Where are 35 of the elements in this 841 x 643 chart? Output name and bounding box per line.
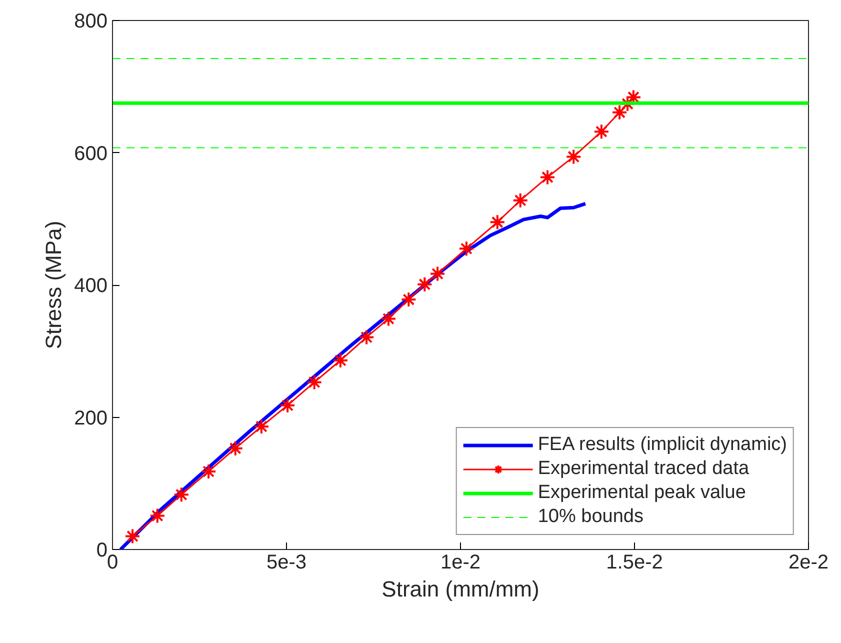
x-tick-label: 1e-2 — [440, 552, 481, 574]
point — [227, 440, 244, 456]
point — [566, 148, 582, 165]
legend-label: FEA results (implicit dynamic) — [538, 434, 787, 456]
point — [430, 266, 446, 282]
point — [612, 104, 628, 120]
y-tick-label: 800 — [74, 10, 108, 32]
legend-label: 10% bounds — [538, 506, 644, 528]
legend-label: Experimental traced data — [538, 458, 750, 480]
point — [489, 214, 506, 230]
point — [593, 124, 610, 140]
point — [332, 352, 348, 368]
y-tick-label: 600 — [74, 142, 108, 165]
point — [253, 418, 270, 435]
point — [512, 192, 528, 208]
x-tick-label: 1.5e-2 — [606, 552, 663, 574]
point — [173, 486, 190, 503]
point — [358, 329, 375, 346]
point — [458, 240, 474, 257]
point — [280, 397, 296, 414]
point — [400, 292, 417, 308]
legend-label: Experimental peak value — [538, 482, 746, 504]
x-tick-label: 5e-3 — [266, 552, 307, 574]
point — [306, 374, 322, 390]
point — [149, 508, 166, 524]
x-tick-label: 2e-2 — [788, 552, 829, 574]
point — [124, 528, 141, 544]
x-axis-title: Strain (mm/mm) — [382, 576, 540, 602]
y-tick-label: 200 — [74, 407, 108, 430]
y-tick-label: 400 — [74, 275, 108, 297]
point — [540, 169, 556, 186]
y-axis-title: Stress (MPa) — [41, 220, 66, 350]
point — [200, 463, 217, 480]
point — [380, 310, 396, 327]
point — [416, 276, 433, 292]
